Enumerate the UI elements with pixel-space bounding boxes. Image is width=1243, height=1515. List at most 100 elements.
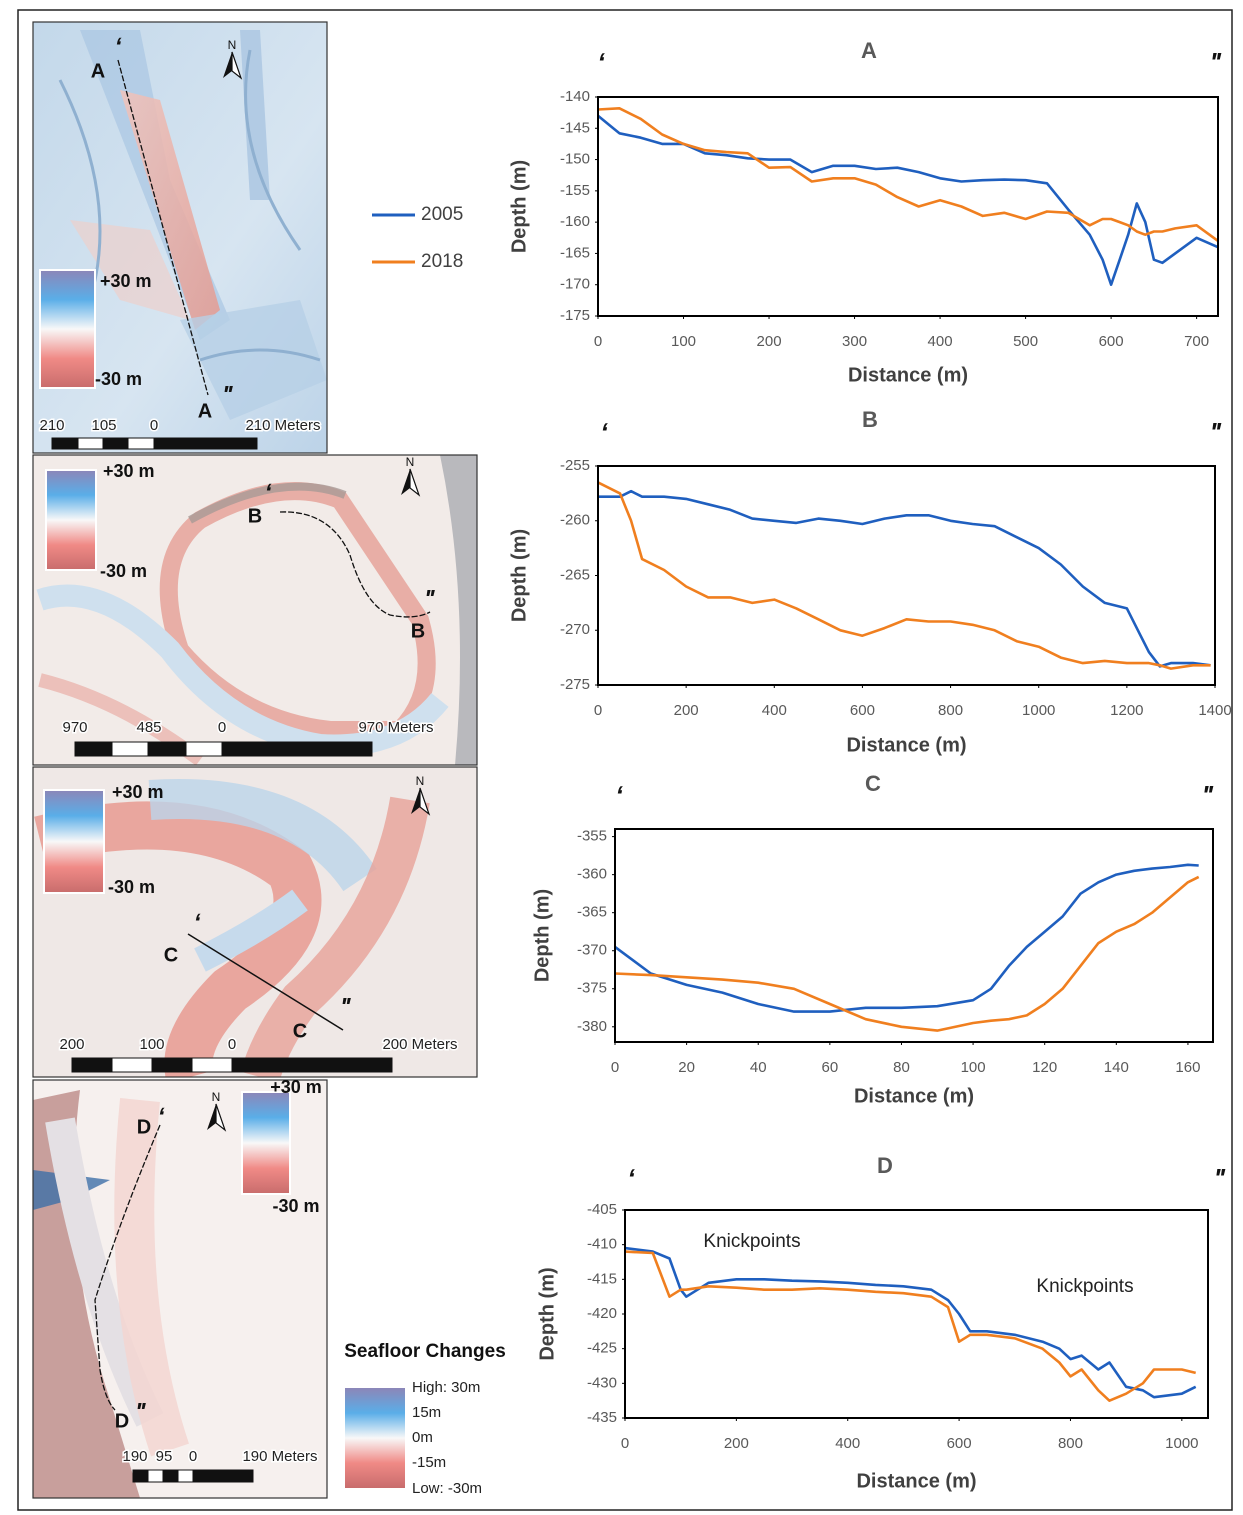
x-tick-label: 80 — [893, 1059, 910, 1076]
y-tick-label: -145 — [560, 119, 590, 136]
north-label: N — [406, 455, 415, 469]
scale-bar-label: 0 — [150, 417, 158, 434]
x-tick-label: 400 — [762, 702, 787, 719]
x-tick-label: 0 — [621, 1435, 629, 1452]
x-tick-label: 700 — [1184, 333, 1209, 350]
x-tick-label: 800 — [1058, 1435, 1083, 1452]
profile-label: A — [91, 60, 105, 82]
y-tick-label: -165 — [560, 244, 590, 261]
scale-bar-segment — [77, 437, 104, 450]
x-tick-label: 400 — [928, 333, 953, 350]
map-legend-label: 15m — [412, 1404, 441, 1421]
plot-frame — [614, 828, 1214, 1043]
x-tick-label: 600 — [850, 702, 875, 719]
x-tick-label: 800 — [938, 702, 963, 719]
data-line — [598, 489, 1211, 668]
x-tick-label: 500 — [1013, 333, 1038, 350]
x-tick-label: 120 — [1032, 1059, 1057, 1076]
map-c — [33, 767, 477, 1077]
profile-label: C — [164, 944, 178, 966]
annotation: Knickpoints — [1036, 1276, 1133, 1297]
x-tick-label: 200 — [757, 333, 782, 350]
x-axis-label: Distance (m) — [848, 364, 968, 386]
scale-bar-label: 0 — [189, 1448, 197, 1465]
y-tick-label: -170 — [560, 276, 590, 293]
profile-mark: ʻ — [600, 417, 608, 447]
x-axis-label: Distance (m) — [856, 1470, 976, 1492]
profile-mark: ʺ — [340, 993, 351, 1020]
profile-mark: ʺ — [1210, 47, 1222, 77]
y-tick-label: -265 — [560, 566, 590, 583]
color-scale-label: +30 m — [112, 782, 164, 802]
x-tick-label: 200 — [674, 702, 699, 719]
y-tick-label: -150 — [560, 151, 590, 168]
profile-label: C — [293, 1020, 307, 1042]
profile-mark: ʺ — [424, 585, 435, 612]
y-tick-label: -175 — [560, 307, 590, 324]
scale-bar-segment — [111, 741, 149, 757]
north-arrow — [411, 788, 420, 814]
profile-label: A — [198, 400, 212, 422]
y-axis-label: Depth (m) — [531, 889, 553, 982]
color-scale — [39, 269, 96, 389]
scale-bar-label: 100 — [139, 1036, 164, 1053]
x-tick-label: 1000 — [1022, 702, 1055, 719]
scale-bar-segment — [192, 1469, 254, 1483]
north-arrow — [409, 468, 421, 497]
y-tick-label: -415 — [587, 1270, 617, 1287]
profile-mark: ʺ — [1202, 780, 1214, 810]
data-line — [597, 114, 1219, 286]
y-axis-label: Depth (m) — [508, 529, 530, 622]
scale-bar-segment — [162, 1469, 179, 1483]
map-legend-label: 0m — [412, 1429, 433, 1446]
map-legend-title: Seafloor Changes — [344, 1341, 506, 1362]
scale-bar-segment — [132, 1469, 149, 1483]
profile-mark: ʺ — [1210, 417, 1222, 447]
scale-bar-label: 105 — [91, 417, 116, 434]
x-tick-label: 200 — [724, 1435, 749, 1452]
scale-bar-segment — [127, 437, 155, 450]
data-line — [597, 481, 1211, 670]
profile-mark: ʺ — [135, 1398, 146, 1425]
color-scale-label: -30 m — [95, 369, 142, 389]
map-legend-label: High: 30m — [412, 1379, 480, 1396]
north-label: N — [212, 1090, 221, 1104]
chart-title: A — [861, 38, 877, 63]
y-tick-label: -160 — [560, 213, 590, 230]
y-tick-label: -410 — [587, 1236, 617, 1253]
x-tick-label: 40 — [750, 1059, 767, 1076]
x-tick-label: 20 — [678, 1059, 695, 1076]
data-line — [597, 107, 1219, 242]
y-axis-label: Depth (m) — [508, 160, 530, 253]
scale-bar-segment — [147, 1469, 164, 1483]
scale-bar-segment — [147, 741, 187, 757]
profile-mark: ʻ — [194, 909, 201, 936]
x-tick-label: 0 — [594, 333, 602, 350]
x-tick-label: 100 — [961, 1059, 986, 1076]
scale-bar-segment — [191, 1057, 233, 1073]
scale-bar-segment — [153, 437, 258, 450]
y-tick-label: -255 — [560, 457, 590, 474]
scale-bar-segment — [71, 1057, 113, 1073]
y-axis-label: Depth (m) — [536, 1267, 558, 1360]
scale-bar-segment — [74, 741, 113, 757]
x-tick-label: 1200 — [1110, 702, 1143, 719]
profile-mark: ʻ — [265, 479, 272, 506]
x-tick-label: 100 — [671, 333, 696, 350]
y-tick-label: -155 — [560, 182, 590, 199]
legend-label: 2018 — [421, 251, 463, 272]
profile-mark: ʻ — [158, 1103, 165, 1130]
annotation: Knickpoints — [703, 1231, 800, 1252]
scale-bar-segment — [185, 741, 223, 757]
profile-label: D — [115, 1410, 129, 1432]
x-tick-label: 600 — [947, 1435, 972, 1452]
y-tick-label: -360 — [577, 866, 607, 883]
profile-mark: ʺ — [222, 381, 233, 408]
legend-label: 2005 — [421, 204, 463, 225]
x-tick-label: 60 — [822, 1059, 839, 1076]
scale-bar-label: 200 Meters — [382, 1036, 457, 1053]
scale-bar-segment — [151, 1057, 193, 1073]
plot-frame — [597, 465, 1216, 686]
plot-frame — [624, 1209, 1209, 1419]
